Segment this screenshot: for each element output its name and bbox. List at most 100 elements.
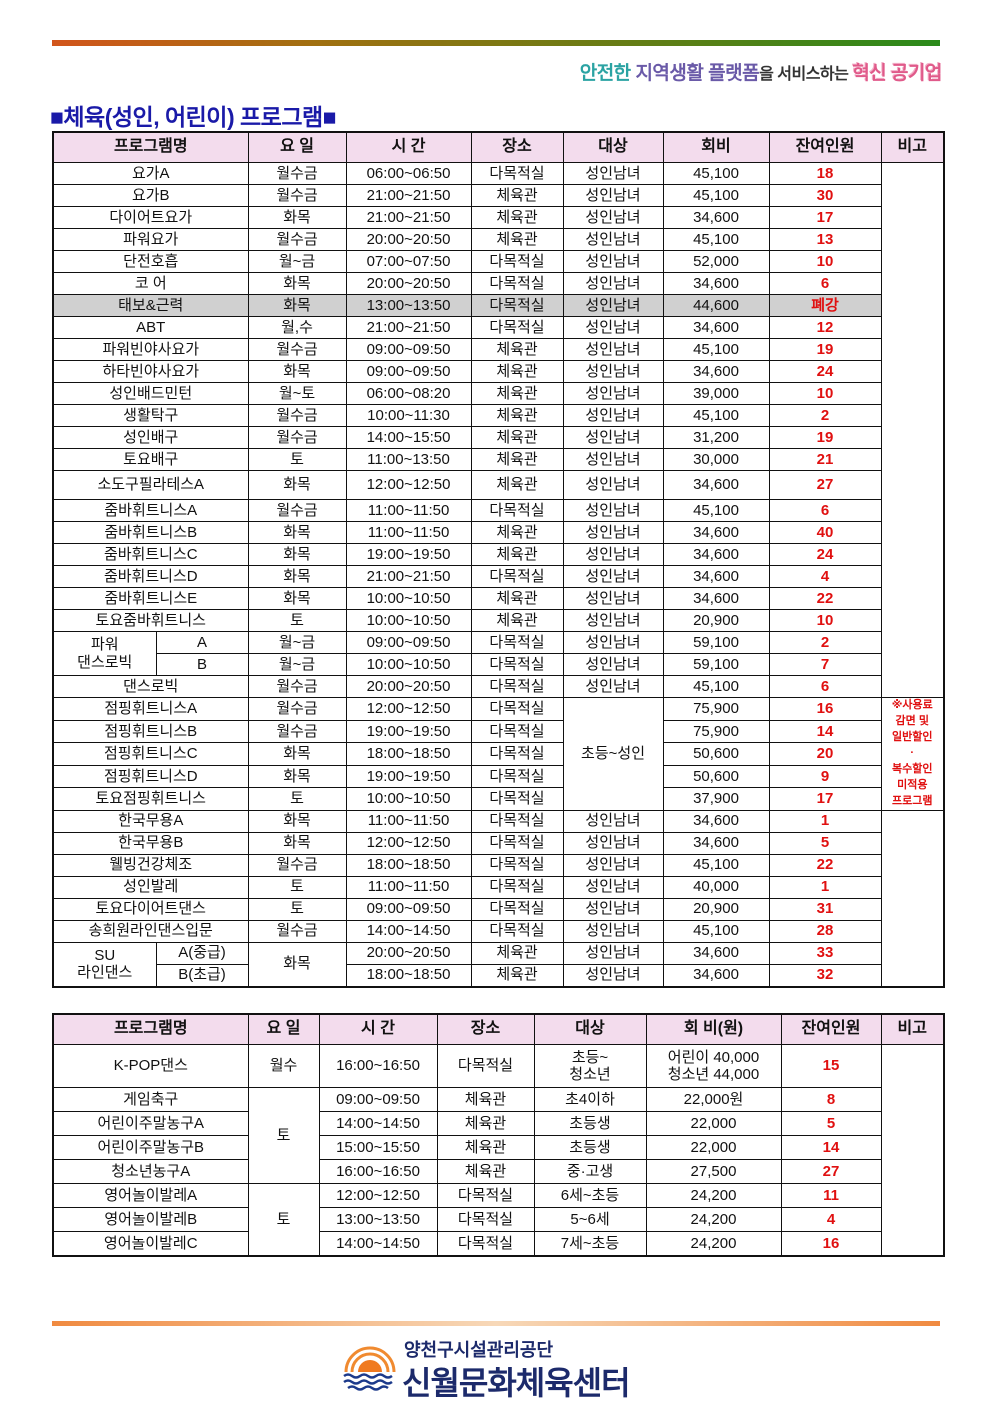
table-row: 성인배구 월수금 14:00~15:50 체육관 성인남녀 31,200 19: [52, 426, 944, 449]
cell-day: 화목: [247, 543, 347, 566]
cell-day: 화목: [247, 360, 347, 383]
cell-target: 성인남녀: [562, 250, 664, 273]
remaining-seats: 24: [768, 360, 882, 383]
cell-time: 13:00~13:50: [345, 294, 472, 317]
remaining-seats: 폐강: [768, 294, 882, 317]
cell-fee: 50,600: [662, 742, 770, 766]
cell-place: 다목적실: [436, 1044, 535, 1088]
cell-fee: 45,100: [662, 499, 770, 522]
remaining-seats: 4: [780, 1207, 882, 1232]
cell-target: 성인남녀: [562, 404, 664, 427]
cell-place: 다목적실: [470, 764, 564, 788]
cell-day: 화목: [247, 565, 347, 588]
cell-day: 월수금: [247, 228, 347, 251]
cell-fee: 34,600: [662, 272, 770, 295]
cell-place: 다목적실: [470, 565, 564, 588]
remaining-seats: 31: [768, 897, 882, 921]
table-row: 요가A 월수금 06:00~06:50 다목적실 성인남녀 45,100 18: [52, 162, 945, 698]
remaining-seats: 22: [768, 587, 882, 610]
remaining-seats: 24: [768, 543, 882, 566]
cell-day: 월수금: [247, 697, 347, 721]
cell-day: 화목: [247, 764, 347, 788]
table-row: B 월~금 10:00~10:50 다목적실 성인남녀 59,100 7: [53, 653, 944, 676]
cell-time: 11:00~11:50: [345, 809, 472, 833]
cell-target: 성인남녀: [562, 831, 664, 855]
cell-target: 성인남녀: [562, 897, 664, 921]
cell-time: 10:00~10:50: [345, 653, 472, 676]
cell-fee: 50,600: [662, 764, 770, 788]
cell-time: 09:00~09:50: [345, 631, 472, 654]
table-row: 파워 댄스로빅 A 월~금 09:00~09:50 다목적실 성인남녀 59,100 2: [52, 631, 944, 676]
cell-target: 초4이하: [533, 1087, 647, 1112]
cell-place: 체육관: [470, 382, 564, 405]
cell-time: 19:00~19:50: [345, 764, 472, 788]
cell-day: 화목: [247, 831, 347, 855]
cell-time: 18:00~18:50: [345, 742, 472, 766]
table-row: 영어놀이발레C 14:00~14:50 다목적실 7세~초등 24,200 16: [52, 1231, 944, 1257]
cell-place: 다목적실: [470, 316, 564, 339]
column-header: 요 일: [247, 1013, 320, 1045]
cell-day: 토: [247, 1183, 320, 1257]
cell-fee: 34,600: [662, 587, 770, 610]
table-row: 점핑휘트니스A 월수금 12:00~12:50 다목적실 초등~성인 75,900 16 ※사…: [52, 697, 945, 811]
program-name: 하타빈야사요가: [52, 360, 249, 383]
table-row: K-POP댄스 월수 16:00~16:50 다목적실 초등~ 청소년 어린이 40,00…: [52, 1044, 945, 1257]
remaining-seats: 6: [768, 499, 882, 522]
table-row: 어린이주말농구A 14:00~14:50 체육관 초등생 22,000 5: [52, 1111, 944, 1136]
cell-place: 체육관: [470, 206, 564, 229]
cell-day: 토: [247, 609, 347, 632]
table-row: 단전호흡 월~금 07:00~07:50 다목적실 성인남녀 52,000 10: [52, 250, 944, 273]
program-name: 요가B: [52, 184, 249, 207]
note-cell: [880, 162, 945, 698]
table-row: 토요배구 토 11:00~13:50 체육관 성인남녀 30,000 21: [52, 448, 944, 471]
cell-fee: 34,600: [662, 941, 770, 965]
cell-time: 21:00~21:50: [345, 206, 472, 229]
cell-place: 다목적실: [470, 787, 564, 811]
cell-time: 14:00~14:50: [318, 1111, 438, 1136]
table-row: 소도구필라테스A 화목 12:00~12:50 체육관 성인남녀 34,600 27: [52, 470, 944, 500]
program-name: 요가A: [52, 162, 249, 185]
cell-place: 다목적실: [470, 675, 564, 698]
cell-target: 성인남녀: [562, 382, 664, 405]
table-row: 태보&근력 화목 13:00~13:50 다목적실 성인남녀 44,600 폐강: [52, 294, 944, 317]
cell-time: 18:00~18:50: [345, 853, 472, 877]
cell-time: 18:00~18:50: [345, 963, 472, 988]
cell-time: 15:00~15:50: [318, 1135, 438, 1160]
cell-place: 체육관: [470, 426, 564, 449]
slogan-part: 혁신 공기업: [852, 63, 942, 84]
program-name: 청소년농구A: [52, 1159, 249, 1184]
cell-target: 성인남녀: [562, 919, 664, 943]
cell-fee: 34,600: [662, 565, 770, 588]
note-cell: [880, 1044, 945, 1257]
cell-place: 다목적실: [470, 162, 564, 185]
column-header: 대상: [533, 1013, 647, 1045]
column-header: 비고: [880, 1013, 945, 1045]
remaining-seats: 2: [768, 404, 882, 427]
table-row: 점핑휘트니스C 화목 18:00~18:50 다목적실 50,600 20: [52, 742, 944, 766]
program-name: 단전호흡: [52, 250, 249, 273]
remaining-seats: 5: [780, 1111, 882, 1136]
cell-day: 월수: [247, 1044, 320, 1088]
remaining-seats: 1: [768, 875, 882, 899]
cell-target: 성인남녀: [562, 521, 664, 544]
cell-target: 5~6세: [533, 1207, 647, 1232]
center-name: 신월문화체육센터: [402, 1365, 631, 1401]
cell-target: 성인남녀: [562, 360, 664, 383]
cell-time: 07:00~07:50: [345, 250, 472, 273]
table-row: 청소년농구A 16:00~16:50 체육관 중·고생 27,500 27: [52, 1159, 944, 1184]
cell-day: 월수금: [247, 426, 347, 449]
remaining-seats: 16: [780, 1231, 882, 1257]
cell-time: 21:00~21:50: [345, 184, 472, 207]
cell-fee: 39,000: [662, 382, 770, 405]
cell-fee: 45,100: [662, 675, 770, 698]
cell-target: 성인남녀: [562, 963, 664, 988]
cell-fee: 34,600: [662, 316, 770, 339]
remaining-seats: 12: [768, 316, 882, 339]
cell-target: 7세~초등: [533, 1231, 647, 1257]
column-header: 대상: [562, 131, 664, 163]
table-row: 코 어 화목 20:00~20:50 다목적실 성인남녀 34,600 6: [52, 272, 944, 295]
cell-fee: 31,200: [662, 426, 770, 449]
cell-target: 성인남녀: [562, 875, 664, 899]
